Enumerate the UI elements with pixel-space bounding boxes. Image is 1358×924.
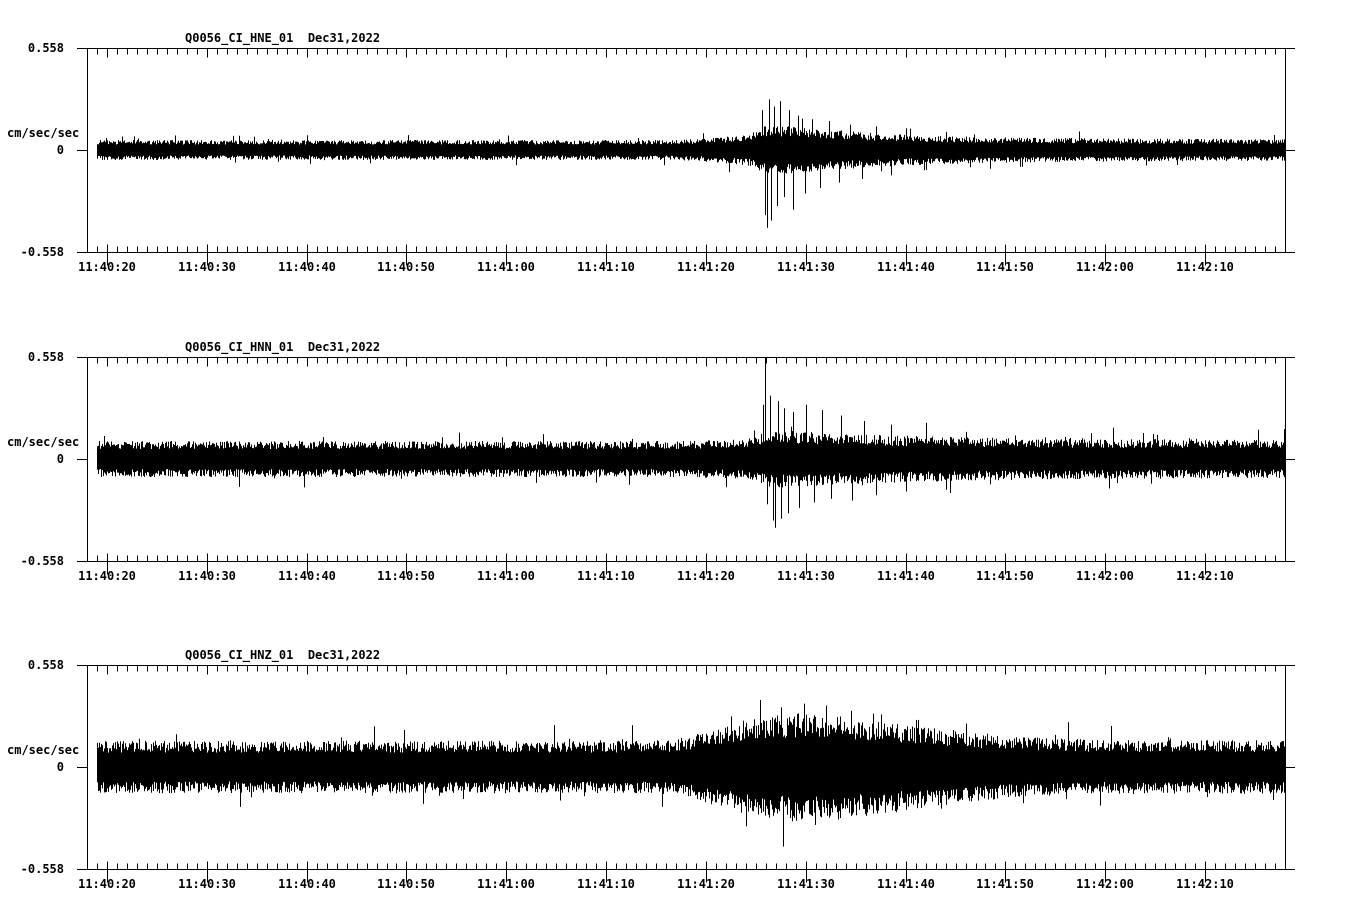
y-tick-min: -0.558 (20, 554, 64, 568)
panel-title: Q0056_CI_HNN_01 Dec31,2022 (185, 340, 381, 354)
y-tick-min: -0.558 (20, 245, 64, 259)
y-tick-min: -0.558 (20, 862, 64, 876)
panel-title: Q0056_CI_HNE_01 Dec31,2022 (185, 31, 381, 45)
seismogram-canvas-hnz (77, 665, 1295, 887)
y-tick-zero: 0 (56, 760, 64, 774)
seismogram-canvas-hnn (77, 357, 1295, 579)
y-tick-max: 0.558 (27, 658, 64, 672)
y-axis-unit-label: cm/sec/sec (7, 435, 80, 449)
y-axis-unit-label: cm/sec/sec (7, 743, 80, 757)
y-tick-max: 0.558 (27, 350, 64, 364)
seismogram-canvas-hne (77, 48, 1295, 270)
y-tick-zero: 0 (56, 143, 64, 157)
y-tick-zero: 0 (56, 452, 64, 466)
panel-title: Q0056_CI_HNZ_01 Dec31,2022 (185, 648, 381, 662)
y-tick-max: 0.558 (27, 41, 64, 55)
y-axis-unit-label: cm/sec/sec (7, 126, 80, 140)
